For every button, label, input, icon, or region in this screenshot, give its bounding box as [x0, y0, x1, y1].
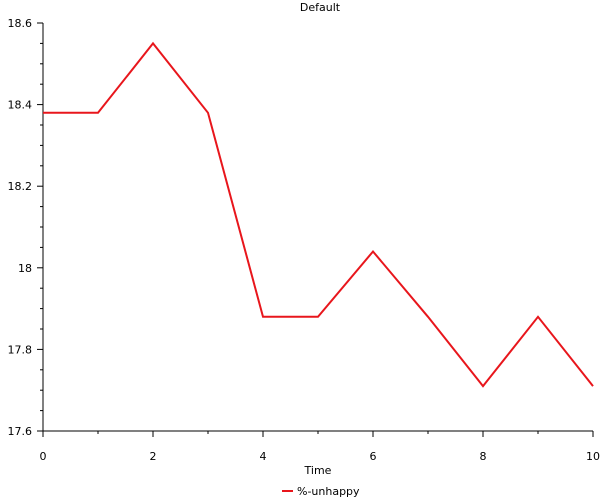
series-line-0: [43, 43, 593, 386]
x-axis-ticks: 0 2 4 6 8 10: [40, 431, 600, 463]
y-tick-label: 18.2: [8, 180, 33, 193]
series-layer: [43, 43, 593, 386]
y-tick-label: 18.6: [8, 17, 33, 30]
legend-label-unhappy: %-unhappy: [297, 485, 360, 498]
x-tick-label: 6: [370, 450, 377, 463]
x-tick-label: 10: [586, 450, 600, 463]
y-tick-label: 17.8: [8, 343, 33, 356]
x-axis-label: Time: [304, 464, 332, 477]
chart-title: Default: [300, 1, 341, 14]
x-tick-label: 4: [260, 450, 267, 463]
x-tick-label: 2: [150, 450, 157, 463]
x-tick-label: 8: [480, 450, 487, 463]
legend: %-unhappy: [282, 485, 360, 498]
x-tick-label: 0: [40, 450, 47, 463]
y-tick-label: 18: [18, 262, 32, 275]
y-tick-label: 17.6: [8, 425, 33, 438]
y-tick-label: 18.4: [8, 99, 33, 112]
y-axis-ticks: 17.6 17.8 18 18.2 18.4 18.6: [8, 17, 44, 438]
